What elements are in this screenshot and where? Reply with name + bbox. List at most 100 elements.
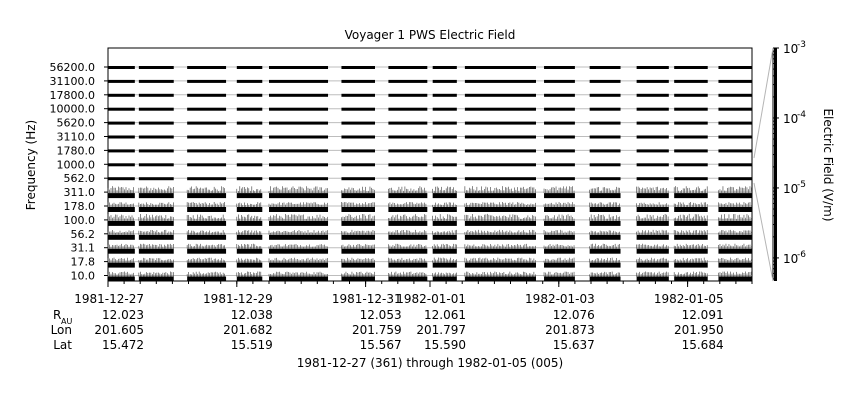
data-band xyxy=(138,93,174,97)
data-band xyxy=(432,149,457,153)
data-band xyxy=(718,234,752,240)
data-band xyxy=(108,193,135,199)
data-band xyxy=(718,163,752,167)
data-band xyxy=(544,220,575,226)
data-band xyxy=(718,262,752,268)
data-band xyxy=(341,66,375,69)
data-band xyxy=(236,234,263,240)
data-band xyxy=(388,220,428,226)
data-band xyxy=(636,193,669,199)
x-tick-label-lon: 201.797 xyxy=(416,323,466,337)
data-band xyxy=(544,248,575,254)
data-band xyxy=(432,193,457,199)
data-band xyxy=(674,262,708,268)
data-band xyxy=(138,149,174,153)
x-tick-label-r: 12.053 xyxy=(360,308,402,322)
data-band xyxy=(464,262,536,268)
data-band xyxy=(636,135,669,139)
data-band xyxy=(544,262,575,268)
data-band xyxy=(636,262,669,268)
data-band xyxy=(636,163,669,167)
data-band xyxy=(718,149,752,153)
x-tick-label-date: 1981-12-31 xyxy=(332,292,402,306)
data-band xyxy=(138,135,174,139)
x-tick-label-r: 12.023 xyxy=(102,308,144,322)
data-band xyxy=(236,79,263,83)
x-tick-label-date: 1981-12-29 xyxy=(203,292,273,306)
data-band xyxy=(138,177,174,181)
data-band xyxy=(341,234,375,240)
data-band xyxy=(674,93,708,97)
x-tick-label-date: 1982-01-01 xyxy=(396,292,466,306)
data-band xyxy=(108,177,135,181)
data-band xyxy=(187,193,227,199)
data-band xyxy=(464,207,536,212)
data-band xyxy=(432,248,457,254)
data-band xyxy=(589,207,621,212)
data-band xyxy=(236,163,263,167)
data-band xyxy=(108,107,135,111)
x-tick-label-lat: 15.519 xyxy=(231,338,273,352)
data-band xyxy=(636,177,669,181)
colorbar: 10-310-410-510-6 xyxy=(753,40,806,282)
data-band xyxy=(269,121,329,125)
data-band xyxy=(589,234,621,240)
data-band xyxy=(388,93,428,97)
data-band xyxy=(636,149,669,153)
data-band xyxy=(636,276,669,282)
data-band xyxy=(187,248,227,254)
data-band xyxy=(674,121,708,125)
data-band xyxy=(464,276,536,282)
data-band xyxy=(589,177,621,181)
x-tick-label-lat: 15.472 xyxy=(102,338,144,352)
data-band xyxy=(674,248,708,254)
colorbar-tick-base: 10 xyxy=(783,112,798,126)
x-tick-label-r: 12.038 xyxy=(231,308,273,322)
data-band xyxy=(236,248,263,254)
data-band xyxy=(236,177,263,181)
data-band xyxy=(388,135,428,139)
data-band xyxy=(589,248,621,254)
data-band xyxy=(187,234,227,240)
data-band xyxy=(341,149,375,153)
data-band xyxy=(636,234,669,240)
row-label-lat: Lat xyxy=(53,338,72,352)
data-band xyxy=(589,121,621,125)
data-band xyxy=(138,107,174,111)
data-band xyxy=(718,248,752,254)
data-band xyxy=(544,121,575,125)
data-band xyxy=(674,79,708,83)
data-band xyxy=(589,107,621,111)
data-band xyxy=(138,276,174,282)
data-band xyxy=(236,193,263,199)
data-band xyxy=(388,248,428,254)
data-band xyxy=(269,220,329,226)
data-band xyxy=(674,66,708,69)
data-band xyxy=(464,135,536,139)
x-tick-label-lon: 201.950 xyxy=(674,323,724,337)
data-band xyxy=(674,276,708,282)
data-band xyxy=(464,121,536,125)
x-tick-label-lon: 201.605 xyxy=(94,323,144,337)
x-tick-label-lon: 201.759 xyxy=(352,323,402,337)
data-band xyxy=(718,135,752,139)
data-band xyxy=(718,79,752,83)
data-band xyxy=(269,163,329,167)
data-band xyxy=(108,248,135,254)
data-band xyxy=(464,220,536,226)
data-band xyxy=(388,276,428,282)
data-band xyxy=(589,149,621,153)
data-band xyxy=(138,207,174,212)
data-band xyxy=(544,149,575,153)
channel-label: 562.0 xyxy=(64,172,96,185)
data-band xyxy=(589,262,621,268)
data-band xyxy=(138,121,174,125)
data-band xyxy=(341,248,375,254)
channel-label: 10.0 xyxy=(71,270,96,283)
x-tick-label-date: 1981-12-27 xyxy=(74,292,144,306)
data-band xyxy=(108,93,135,97)
data-band xyxy=(138,262,174,268)
data-band xyxy=(432,177,457,181)
data-band xyxy=(187,163,227,167)
